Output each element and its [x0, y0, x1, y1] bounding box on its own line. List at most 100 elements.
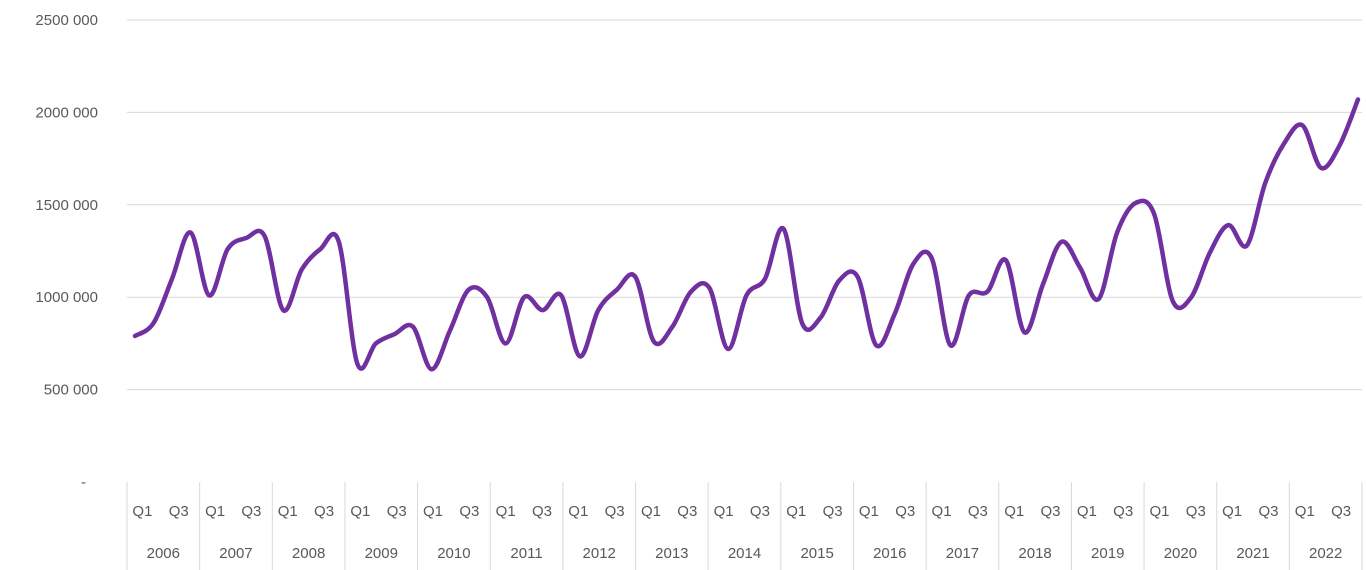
- data-point: [1078, 266, 1082, 270]
- quarter-tick-label: Q3: [895, 503, 915, 520]
- y-tick-label: 1000 000: [35, 289, 98, 306]
- quarter-tick-label: Q3: [1113, 503, 1133, 520]
- quarter-tick-label: Q3: [241, 503, 261, 520]
- series-line: [132, 97, 1361, 372]
- data-point: [837, 279, 841, 283]
- y-tick-label: 2500 000: [35, 12, 98, 29]
- data-point: [1282, 142, 1286, 146]
- data-point: [763, 277, 767, 281]
- quarter-tick-label: Q3: [532, 503, 552, 520]
- quarter-tick-label: Q3: [750, 503, 770, 520]
- data-point: [745, 293, 749, 297]
- data-point: [1004, 258, 1008, 262]
- quarter-tick-label: Q3: [387, 503, 407, 520]
- data-point: [337, 240, 341, 244]
- year-label: 2016: [873, 545, 906, 562]
- year-label: 2010: [437, 545, 470, 562]
- data-point: [467, 288, 471, 292]
- data-point: [652, 340, 656, 344]
- quarter-tick-label: Q1: [641, 503, 661, 520]
- quarter-tick-label: Q3: [314, 503, 334, 520]
- data-point: [726, 347, 730, 351]
- data-point: [522, 295, 526, 299]
- quarter-tick-label: Q3: [677, 503, 697, 520]
- x-axis: Q1 Q3 2006 Q1 Q3 2007 Q1 Q3 2008 Q1 Q3 2009 Q1 Q3 2010…: [126, 482, 1363, 570]
- quarter-tick-label: Q3: [169, 503, 189, 520]
- year-label: 2009: [365, 545, 398, 562]
- y-tick-label: -: [81, 474, 86, 491]
- data-point: [189, 231, 193, 235]
- data-point: [281, 308, 285, 312]
- data-point: [930, 256, 934, 260]
- data-point: [1300, 123, 1304, 127]
- quarter-tick-label: Q3: [1258, 503, 1278, 520]
- data-point: [874, 343, 878, 347]
- data-point: [707, 286, 711, 290]
- data-point: [948, 343, 952, 347]
- year-label: 2014: [728, 545, 761, 562]
- data-point: [1208, 251, 1212, 255]
- y-axis: - 500 000 1000 000 1500 000 2000 000 2500 000: [35, 12, 98, 491]
- quarter-tick-label: Q1: [205, 503, 225, 520]
- quarter-tick-label: Q1: [423, 503, 443, 520]
- data-point: [1245, 243, 1249, 247]
- data-point: [226, 247, 230, 251]
- data-point: [244, 236, 248, 240]
- quarter-tick-label: Q3: [459, 503, 479, 520]
- year-label: 2012: [583, 545, 616, 562]
- quarter-tick-label: Q3: [1331, 503, 1351, 520]
- quarter-tick-label: Q3: [1041, 503, 1061, 520]
- quarter-tick-label: Q1: [1149, 503, 1169, 520]
- data-point: [411, 325, 415, 329]
- data-point: [1226, 223, 1230, 227]
- data-point: [485, 295, 489, 299]
- data-point: [1022, 330, 1026, 334]
- data-point: [300, 267, 304, 271]
- quarter-tick-label: Q1: [1077, 503, 1097, 520]
- y-tick-label: 1500 000: [35, 197, 98, 214]
- data-point: [1319, 166, 1323, 170]
- quarter-tick-label: Q1: [1004, 503, 1024, 520]
- data-point: [911, 262, 915, 266]
- quarter-tick-label: Q1: [1295, 503, 1315, 520]
- year-label: 2015: [800, 545, 833, 562]
- year-label: 2022: [1309, 545, 1342, 562]
- data-point: [1263, 181, 1267, 185]
- quarter-tick-label: Q3: [605, 503, 625, 520]
- quarter-tick-label: Q1: [932, 503, 952, 520]
- data-point: [596, 308, 600, 312]
- data-point: [670, 325, 674, 329]
- data-point: [578, 354, 582, 358]
- year-label: 2017: [946, 545, 979, 562]
- year-label: 2013: [655, 545, 688, 562]
- data-point: [429, 367, 433, 371]
- year-label: 2018: [1018, 545, 1051, 562]
- data-point: [318, 247, 322, 251]
- quarter-tick-label: Q1: [568, 503, 588, 520]
- quarter-tick-label: Q1: [1222, 503, 1242, 520]
- data-point: [170, 277, 174, 281]
- data-point: [689, 290, 693, 294]
- data-point: [541, 308, 545, 312]
- data-point: [782, 227, 786, 231]
- year-label: 2006: [147, 545, 180, 562]
- data-point: [207, 293, 211, 297]
- data-point: [448, 328, 452, 332]
- data-point: [263, 234, 267, 238]
- data-point: [374, 341, 378, 345]
- quarter-tick-label: Q1: [859, 503, 879, 520]
- year-label: 2021: [1236, 545, 1269, 562]
- data-point: [1041, 282, 1045, 286]
- data-point: [1097, 297, 1101, 301]
- year-label: 2011: [510, 545, 542, 562]
- data-point: [985, 290, 989, 294]
- year-label: 2019: [1091, 545, 1124, 562]
- data-point: [355, 362, 359, 366]
- data-point: [633, 275, 637, 279]
- data-point: [893, 312, 897, 316]
- quarter-tick-label: Q1: [350, 503, 370, 520]
- data-point: [152, 321, 156, 325]
- data-point: [856, 275, 860, 279]
